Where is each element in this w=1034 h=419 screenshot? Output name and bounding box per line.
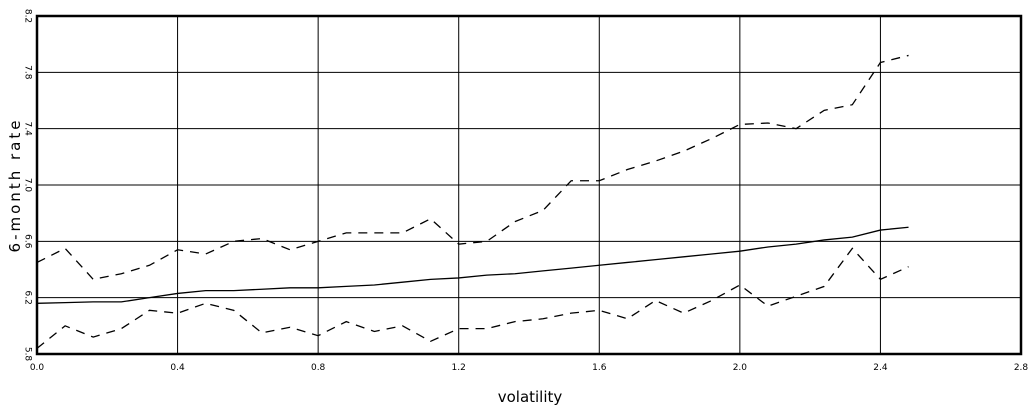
plot-border	[35, 14, 1023, 356]
line-series	[36, 247, 909, 349]
x-tick-label: 0.4	[170, 363, 185, 373]
x-tick-label: 0.0	[30, 363, 45, 373]
y-tick-label: 7.8	[23, 65, 33, 80]
y-tick-label: 8.2	[23, 9, 33, 23]
y-tick-label: 6.2	[23, 291, 33, 305]
x-tick-label: 2.4	[873, 363, 888, 373]
y-tick-label: 6.6	[23, 234, 33, 249]
x-tick-label: 2.0	[733, 363, 748, 373]
line-series	[36, 54, 909, 281]
x-tick-label: 1.6	[592, 363, 607, 373]
x-tick-label: 0.8	[311, 363, 326, 373]
y-tick-label: 7.0	[23, 178, 33, 193]
y-axis-label: 6-month rate	[6, 118, 24, 253]
x-axis-label: volatility	[498, 388, 563, 406]
x-tick-label: 1.2	[452, 363, 466, 373]
x-tick-label: 2.8	[1014, 363, 1029, 373]
y-tick-label: 7.4	[23, 122, 33, 137]
y-tick-label: 5.8	[23, 347, 33, 362]
line-series	[36, 226, 909, 304]
